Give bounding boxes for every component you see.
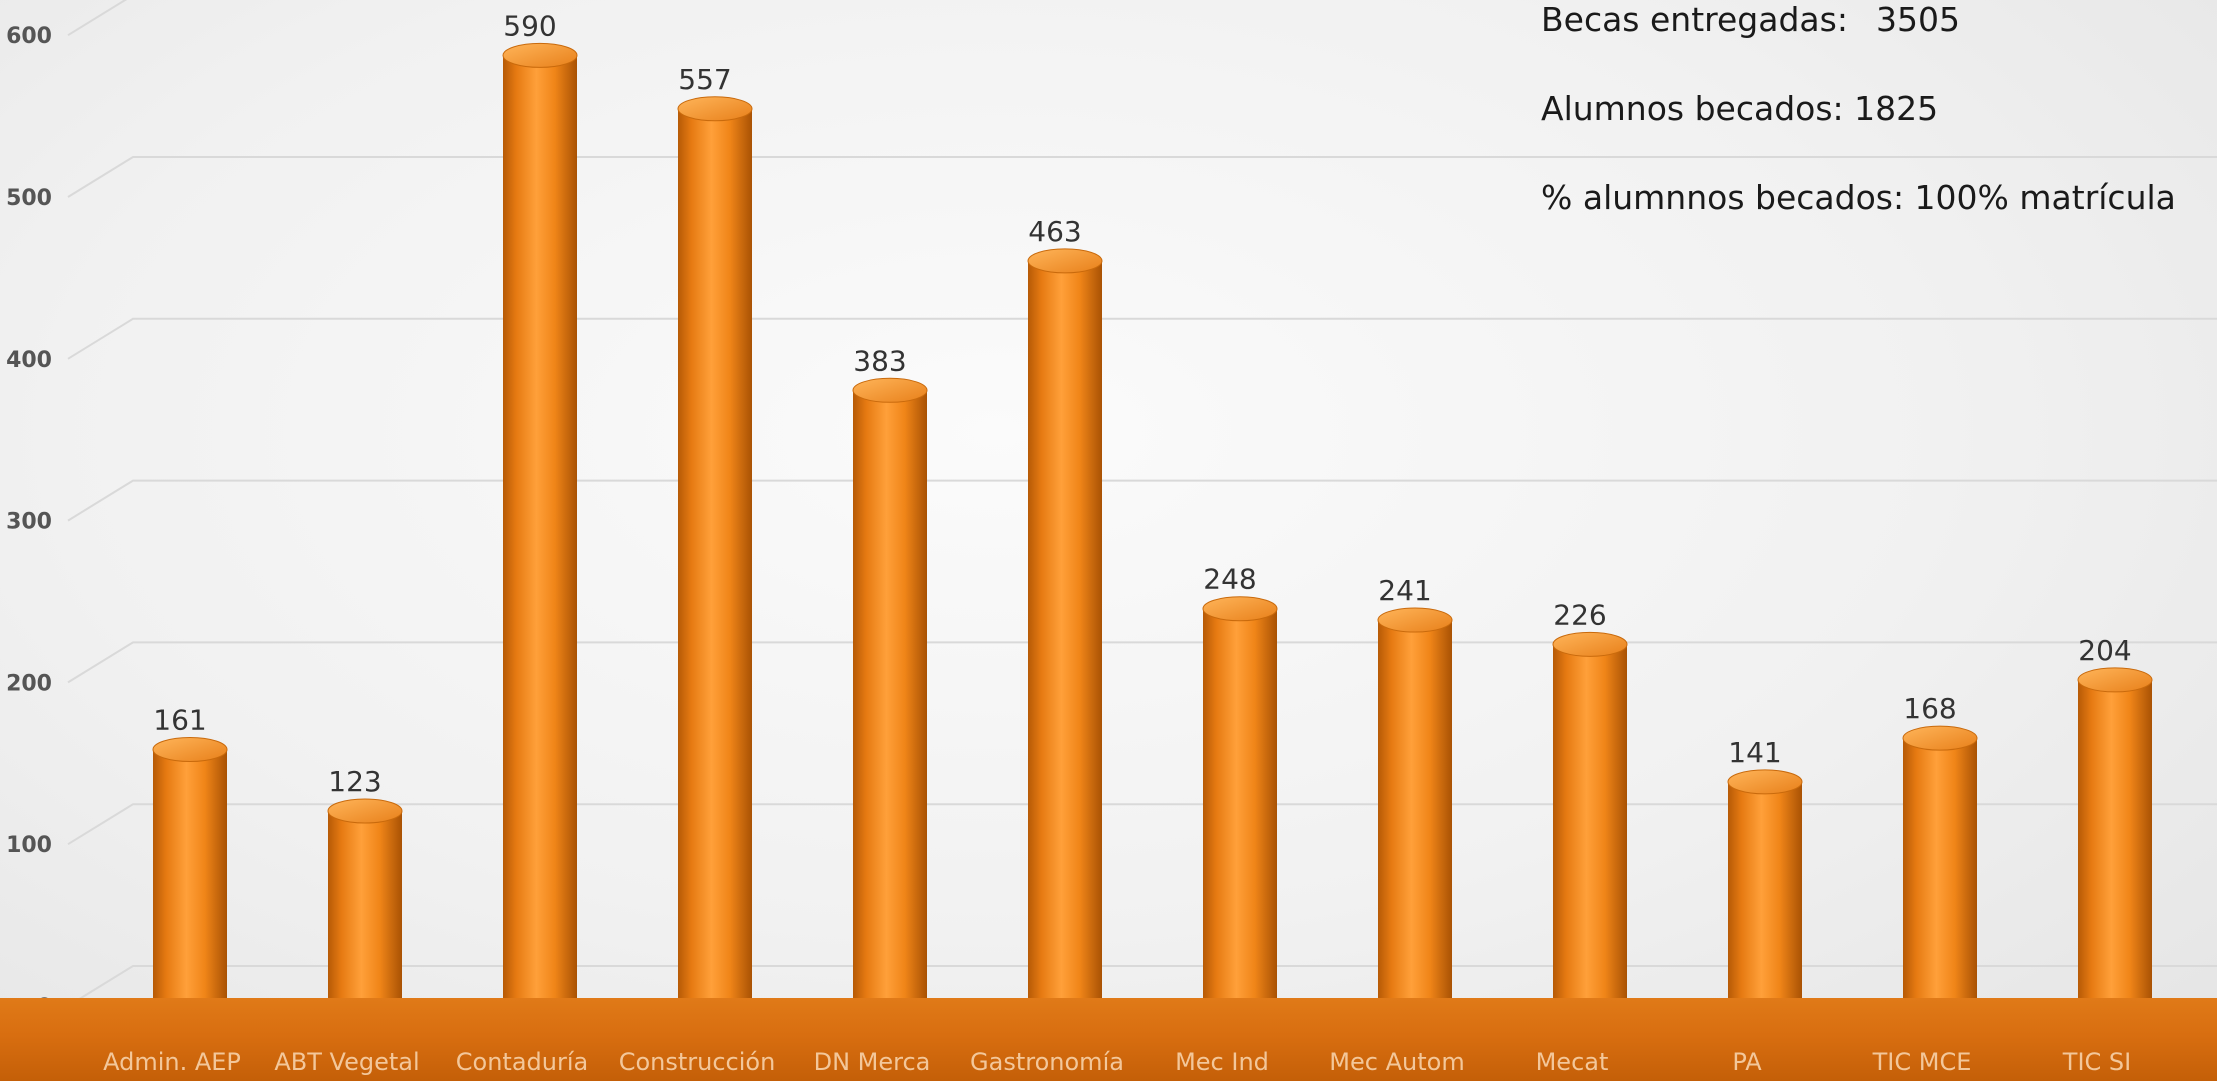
data-label: 248 — [1203, 563, 1256, 596]
bar-body — [503, 55, 577, 1022]
bar-body — [853, 390, 927, 1022]
bar-body — [1728, 781, 1802, 1022]
bar — [502, 42, 578, 1022]
alumnos-becados: Alumnos becados: 1825 — [1541, 89, 1939, 128]
x-tick-label: Mecat — [1536, 1048, 1609, 1076]
x-tick-label: Construcción — [619, 1048, 776, 1076]
gridline — [67, 317, 2217, 360]
bar-cap — [1727, 769, 1803, 795]
data-label: 161 — [153, 704, 206, 737]
data-label: 168 — [1903, 692, 1956, 725]
x-tick-label: Gastronomía — [970, 1048, 1124, 1076]
bar-cap — [1902, 725, 1978, 751]
gridlines — [67, 0, 2217, 1007]
data-label: 123 — [328, 765, 381, 798]
bar-body — [1028, 260, 1102, 1023]
bar-cap — [1377, 607, 1453, 633]
bar-body — [1378, 620, 1452, 1022]
x-tick-label: PA — [1732, 1048, 1762, 1076]
x-tick-label: Admin. AEP — [103, 1048, 241, 1076]
bar — [1727, 769, 1803, 1022]
data-label: 463 — [1028, 215, 1081, 248]
bar-cap — [2077, 667, 2153, 693]
x-tick-label: Contaduría — [456, 1048, 588, 1076]
y-tick-label: 200 — [6, 671, 52, 696]
bar-cap — [1202, 596, 1278, 622]
bar — [1902, 725, 1978, 1022]
becas-label: Becas entregadas: — [1541, 0, 1848, 39]
y-axis: 0100200300400500600 — [6, 24, 52, 1020]
x-tick-label: Mec Autom — [1329, 1048, 1464, 1076]
bar — [1377, 607, 1453, 1022]
bar-cap — [677, 96, 753, 122]
becas-value: 3505 — [1875, 0, 1960, 39]
data-label: 241 — [1378, 574, 1431, 607]
x-tick-label: TIC SI — [2062, 1048, 2131, 1076]
bar — [1202, 596, 1278, 1022]
y-tick-label: 500 — [6, 186, 52, 211]
x-tick-label: Mec Ind — [1175, 1048, 1269, 1076]
bar-body — [678, 108, 752, 1023]
chart-floor — [0, 998, 2217, 1081]
gridline — [67, 0, 128, 37]
bar-cap — [1552, 631, 1628, 657]
y-tick-label: 600 — [6, 24, 52, 49]
porcentaje-becados: % alumnnos becados: 100% matrícula — [1541, 178, 2176, 217]
x-tick-label: DN Merca — [814, 1048, 931, 1076]
bar-cap — [327, 798, 403, 824]
bar — [327, 798, 403, 1022]
data-label: 141 — [1728, 736, 1781, 769]
gridline — [67, 965, 2217, 1007]
bar-body — [1903, 738, 1977, 1022]
bar — [852, 377, 928, 1022]
data-label: 383 — [853, 344, 906, 377]
y-tick-label: 100 — [6, 833, 52, 858]
bar — [152, 737, 228, 1022]
bar-body — [2078, 679, 2152, 1022]
data-label: 557 — [678, 63, 731, 96]
gridline — [67, 803, 2217, 846]
data-label: 226 — [1553, 598, 1606, 631]
becas-entregadas: Becas entregadas: 3505 — [1541, 0, 1960, 39]
bar — [1027, 248, 1103, 1023]
gridline — [67, 641, 2217, 684]
x-tick-label: TIC MCE — [1872, 1048, 1972, 1076]
x-tick-label: ABT Vegetal — [274, 1048, 419, 1076]
gridline — [67, 156, 2217, 198]
bar-body — [328, 810, 402, 1022]
bar-cap — [502, 42, 578, 68]
bar — [677, 96, 753, 1023]
data-label: 204 — [2078, 634, 2131, 667]
bar-cap — [852, 377, 928, 403]
bar-body — [153, 749, 227, 1022]
bar — [2077, 667, 2153, 1022]
y-tick-label: 300 — [6, 510, 52, 535]
bars: 161 123 590 557 383 463 248 241 226 141 168 204 — [152, 9, 2153, 1023]
bar-body — [1553, 644, 1627, 1022]
bar-cap — [152, 737, 228, 763]
y-tick-label: 400 — [6, 348, 52, 373]
data-label: 590 — [503, 9, 556, 42]
bar — [1552, 631, 1628, 1022]
bar-body — [1203, 608, 1277, 1022]
bar-cap — [1027, 248, 1103, 274]
gridline — [67, 479, 2217, 522]
